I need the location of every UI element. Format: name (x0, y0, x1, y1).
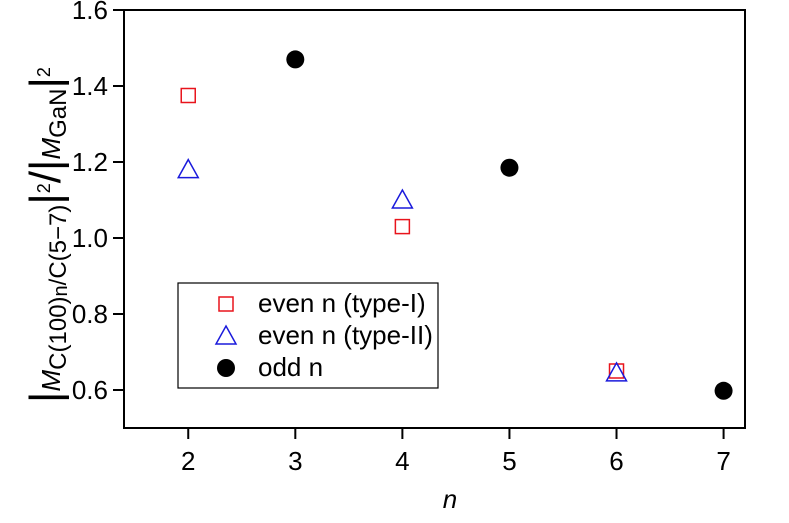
y-tick-label: 1.2 (72, 147, 108, 177)
marker-triangle (391, 188, 414, 209)
legend-label: odd n (258, 352, 323, 382)
x-tick-label: 4 (395, 446, 409, 476)
legend-label: even n (type-II) (258, 320, 433, 350)
marker-square (180, 87, 196, 104)
marker-triangle (605, 361, 628, 382)
x-axis-label: n (443, 484, 457, 514)
y-label-part: | (21, 193, 70, 204)
y-label-part: /C(5−7) (45, 205, 72, 286)
y-tick-label: 1.4 (72, 71, 108, 101)
y-label-part: 2 (34, 67, 54, 77)
y-label-part: GaN (45, 89, 72, 138)
marker-triangle (214, 324, 238, 345)
y-tick-label: 0.6 (72, 375, 108, 405)
y-label-part: C(100) (45, 296, 72, 369)
x-tick-label: 6 (609, 446, 623, 476)
marker-triangle (176, 158, 200, 179)
x-tick-label: 7 (716, 446, 730, 476)
y-label-part: | (21, 77, 70, 88)
marker-circle (714, 381, 733, 400)
y-label-part: n (50, 285, 72, 296)
y-tick-label: 1.6 (72, 0, 108, 25)
y-label-part: 2 (34, 183, 54, 193)
x-tick-label: 5 (502, 446, 516, 476)
marker-circle (286, 50, 305, 69)
x-tick-label: 3 (288, 446, 302, 476)
y-axis-label: |MC(100)n/C(5−7)|2/|MGaN|2 (21, 67, 72, 403)
y-tick-label: 0.8 (72, 299, 108, 329)
y-label-part: /| (21, 160, 70, 184)
y-label-part: | (21, 392, 70, 403)
marker-circle (217, 359, 235, 377)
plot-frame (123, 9, 746, 429)
y-tick-label: 1.0 (72, 223, 108, 253)
marker-circle (500, 158, 519, 177)
marker-square (218, 296, 234, 312)
marker-square (394, 218, 411, 235)
legend-label: even n (type-I) (258, 288, 426, 318)
x-tick-label: 2 (181, 446, 195, 476)
y-label-part: M (36, 138, 66, 160)
y-label-part: M (36, 370, 66, 392)
